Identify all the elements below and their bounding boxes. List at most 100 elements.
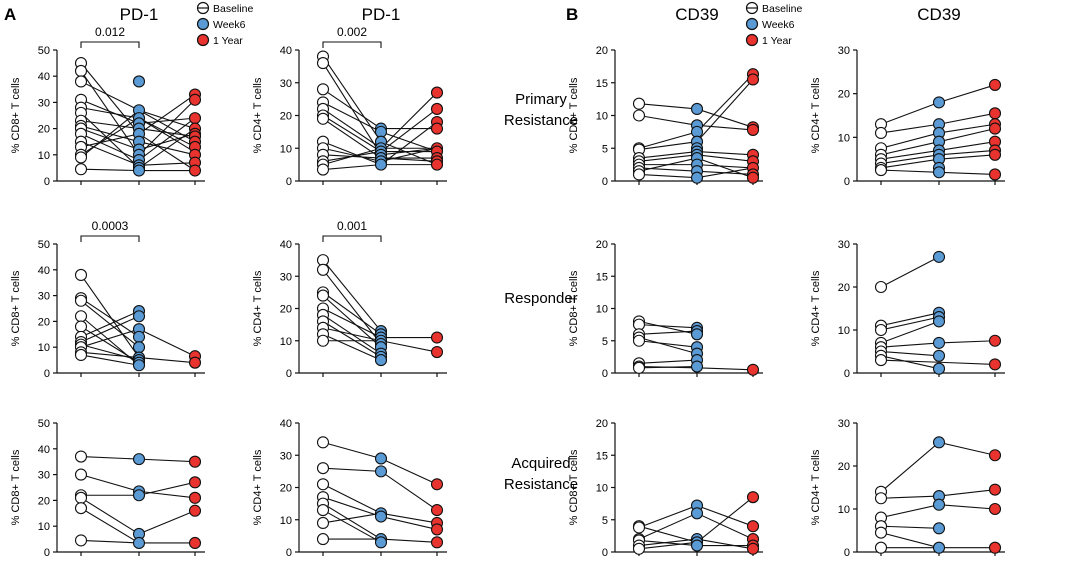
- data-point-baseline: [316, 436, 330, 449]
- y-axis-label: % CD8+ T cells: [568, 270, 580, 346]
- data-point-baseline: [874, 354, 888, 367]
- data-point-year1: [430, 122, 444, 135]
- y-tick-label: 0: [286, 547, 292, 559]
- y-tick-label: 10: [280, 143, 292, 155]
- y-tick-label: 0: [44, 368, 50, 380]
- y-tick-label: 0: [286, 368, 292, 380]
- y-axis-label: % CD4+ T cells: [810, 449, 822, 525]
- y-axis-label: % CD8+ T cells: [568, 77, 580, 153]
- y-tick-label: 20: [596, 418, 608, 430]
- patient-line: [638, 541, 698, 550]
- svg-text:Responder: Responder: [504, 290, 577, 307]
- y-tick-label: 5: [602, 336, 608, 348]
- legend-marker: [745, 17, 759, 31]
- data-point-year1: [746, 542, 760, 555]
- chart-2-2: 0 10 20 30 40 % CD4+ T cells 0.001: [252, 219, 447, 380]
- patient-line: [80, 297, 140, 338]
- data-point-week6: [690, 171, 704, 184]
- data-point-week6: [690, 507, 704, 520]
- legend-entry-baseline: Baseline: [745, 1, 802, 15]
- data-point-week6: [374, 536, 388, 549]
- legend-label: Baseline: [762, 3, 802, 15]
- data-point-year1: [430, 331, 444, 344]
- patient-line: [880, 256, 940, 288]
- data-point-baseline: [632, 542, 646, 555]
- data-point-baseline: [316, 516, 330, 530]
- data-point-baseline: [874, 323, 888, 337]
- chart-title: CD39: [917, 5, 960, 24]
- patient-line: [880, 316, 940, 331]
- y-tick-label: 40: [38, 444, 50, 456]
- data-point-baseline: [316, 83, 330, 96]
- data-point-baseline: [74, 468, 88, 481]
- patient-line: [322, 291, 382, 335]
- data-point-baseline: [316, 504, 330, 517]
- data-point-week6: [132, 164, 146, 177]
- patient-line: [638, 359, 698, 364]
- data-point-year1: [988, 541, 1002, 554]
- patient-line: [322, 259, 382, 332]
- data-point-baseline: [316, 289, 330, 302]
- row-label-acquired-resistance: Acquired Resistance: [504, 455, 578, 493]
- data-point-week6: [374, 510, 388, 523]
- data-point-week6: [932, 96, 946, 109]
- data-point-week6: [932, 498, 946, 511]
- data-point-year1: [430, 345, 444, 359]
- chart-3-4: 0 10 20 30 % CD4+ T cells: [810, 418, 1005, 559]
- y-tick-label: 30: [838, 418, 850, 430]
- legend-entry-week6: Week6: [745, 17, 795, 31]
- data-point-baseline: [874, 541, 888, 554]
- data-point-week6: [132, 330, 146, 343]
- data-point-week6: [690, 539, 704, 552]
- patient-line: [638, 324, 698, 329]
- data-point-baseline: [74, 310, 88, 323]
- y-tick-label: 0: [44, 176, 50, 188]
- legend-label: Baseline: [213, 3, 253, 15]
- p-value-label: 0.001: [337, 219, 367, 233]
- y-tick-label: 20: [838, 461, 850, 473]
- y-tick-label: 0: [602, 368, 608, 380]
- data-point-year1: [988, 122, 1002, 135]
- data-point-baseline: [874, 280, 888, 294]
- data-point-year1: [746, 363, 760, 376]
- y-tick-label: 10: [280, 336, 292, 348]
- y-tick-label: 0: [844, 547, 850, 559]
- y-tick-label: 30: [280, 450, 292, 462]
- chart-2-3: 0 5 10 15 20 % CD8+ T cells: [568, 239, 763, 380]
- data-point-year1: [188, 112, 202, 125]
- data-point-year1: [188, 536, 202, 550]
- y-tick-label: 20: [280, 304, 292, 316]
- chart-1-4: CD39 0 10 20 30 % CD4+ T cells: [810, 5, 1005, 188]
- panel-letter-a: A: [4, 5, 16, 24]
- y-tick-label: 0: [602, 547, 608, 559]
- significance-bracket: [322, 41, 382, 48]
- patient-line: [322, 269, 382, 345]
- y-axis-label: % CD4+ T cells: [252, 77, 264, 153]
- p-value-label: 0.0003: [92, 219, 129, 233]
- data-point-baseline: [74, 163, 88, 176]
- data-point-year1: [188, 455, 202, 468]
- data-point-baseline: [874, 126, 888, 140]
- data-point-baseline: [74, 75, 88, 88]
- y-tick-label: 30: [38, 291, 50, 303]
- y-tick-label: 10: [38, 342, 50, 354]
- data-point-week6: [132, 359, 146, 372]
- data-point-baseline: [316, 478, 330, 491]
- data-point-week6: [932, 250, 946, 263]
- y-tick-label: 20: [38, 316, 50, 328]
- data-point-baseline: [632, 168, 646, 181]
- y-tick-label: 5: [602, 143, 608, 155]
- data-point-year1: [430, 536, 444, 549]
- legend-marker: [196, 17, 210, 31]
- data-point-baseline: [874, 526, 888, 539]
- y-tick-label: 30: [838, 239, 850, 251]
- data-point-week6: [132, 310, 146, 323]
- data-point-week6: [374, 452, 388, 465]
- legend-label: 1 Year: [762, 35, 792, 47]
- y-tick-label: 5: [602, 515, 608, 527]
- data-point-week6: [132, 341, 146, 354]
- y-axis-label: % CD4+ T cells: [252, 270, 264, 346]
- data-point-baseline: [874, 492, 888, 505]
- y-tick-label: 15: [596, 78, 608, 90]
- chart-title: CD39: [675, 5, 718, 24]
